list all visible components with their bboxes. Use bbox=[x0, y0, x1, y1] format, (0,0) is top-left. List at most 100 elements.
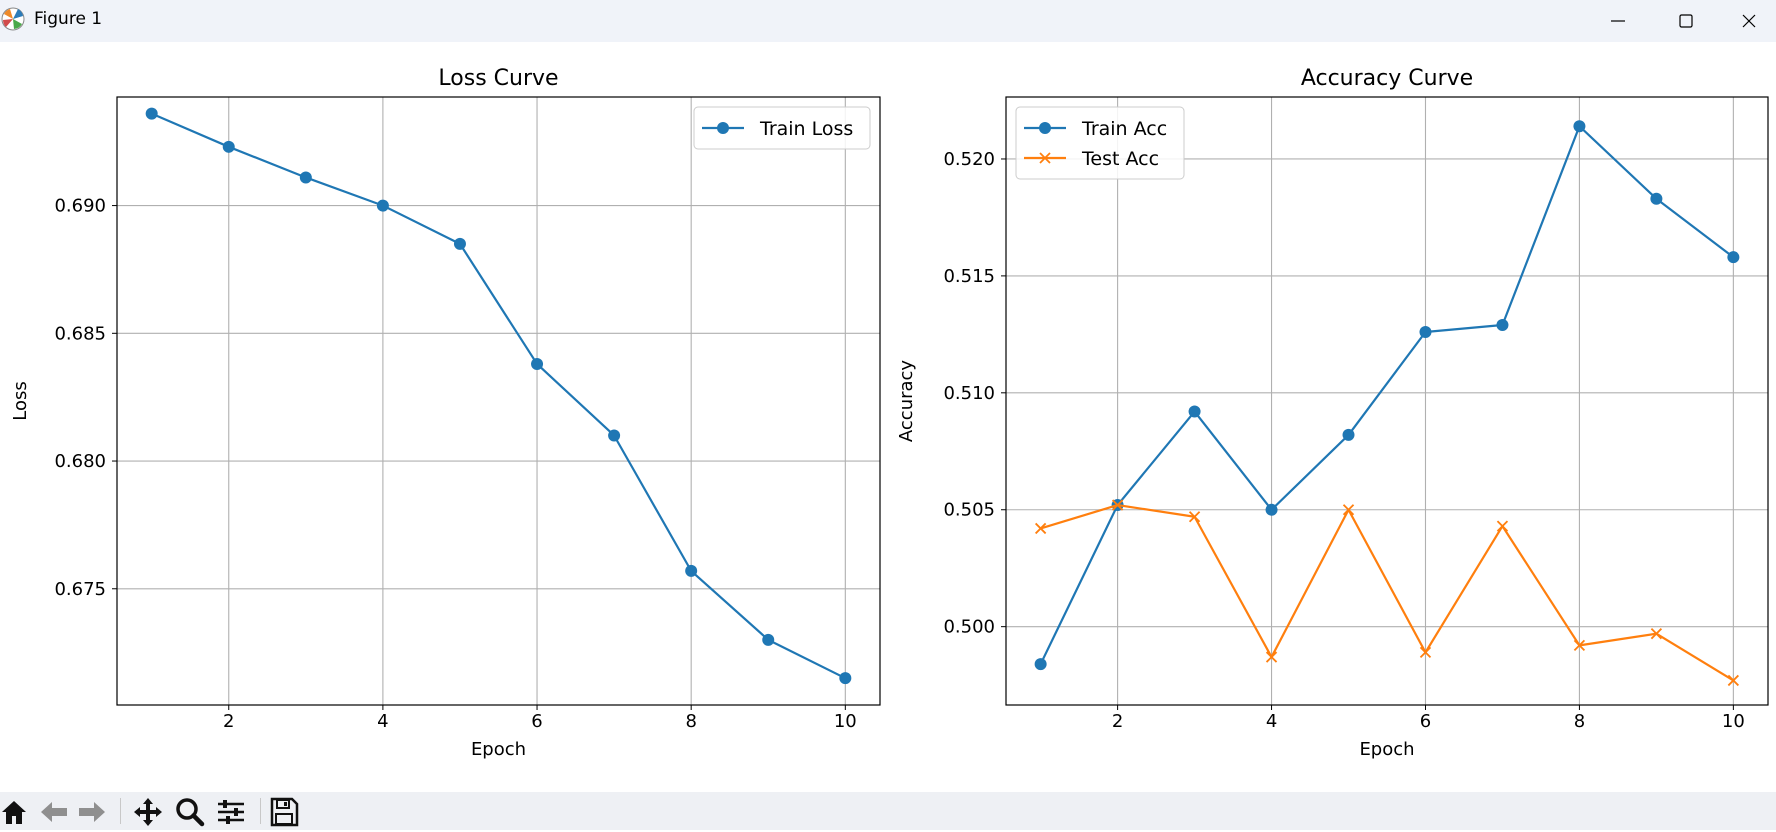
legend-label: Train Acc bbox=[1081, 118, 1167, 140]
save-disk-icon bbox=[268, 796, 300, 832]
x-tick-label: 6 bbox=[531, 711, 542, 732]
data-point-x-stroke bbox=[1188, 511, 1201, 523]
legend-box bbox=[693, 106, 871, 150]
navigation-toolbar bbox=[0, 792, 1776, 830]
configure-subplots-icon bbox=[215, 796, 247, 832]
x-axis-label: Epoch bbox=[471, 739, 526, 760]
data-point-circle bbox=[1342, 428, 1355, 441]
data-point-circle bbox=[608, 429, 621, 442]
chart-title: Loss Curve bbox=[438, 66, 558, 91]
data-point-x-stroke bbox=[1650, 628, 1663, 640]
window-titlebar: Figure 1 bbox=[0, 0, 1776, 42]
data-point-circle bbox=[1496, 319, 1509, 331]
data-point-circle bbox=[1573, 120, 1586, 133]
back-button[interactable] bbox=[37, 798, 71, 830]
home-icon bbox=[0, 797, 29, 831]
legend-label: Train Loss bbox=[759, 118, 853, 140]
matplotlib-logo-icon bbox=[0, 6, 26, 32]
y-tick-label: 0.680 bbox=[54, 451, 106, 472]
data-point-circle bbox=[839, 672, 852, 685]
legend-marker-circle bbox=[717, 122, 729, 134]
window-title: Figure 1 bbox=[34, 9, 103, 29]
legend: Train Acc Test Acc bbox=[1015, 106, 1185, 180]
data-point-x-stroke bbox=[1419, 646, 1432, 659]
y-tick-label: 0.520 bbox=[943, 149, 995, 170]
data-point-x bbox=[1342, 504, 1355, 516]
data-point-x-stroke bbox=[1265, 651, 1278, 663]
data-point-x-stroke bbox=[1034, 522, 1047, 535]
axes-frame bbox=[116, 96, 881, 706]
legend-marker-circle bbox=[1039, 122, 1051, 134]
data-point-circle bbox=[1650, 192, 1663, 205]
data-point-circle bbox=[222, 140, 235, 153]
series-line-0 bbox=[1039, 125, 1735, 665]
series-line-0 bbox=[151, 112, 846, 680]
data-point-circle bbox=[1034, 658, 1047, 671]
y-tick-label: 0.505 bbox=[943, 500, 995, 521]
data-point-x bbox=[1650, 628, 1663, 640]
y-tick-label: 0.675 bbox=[54, 579, 106, 600]
data-point-x-stroke bbox=[1573, 639, 1586, 652]
x-tick-label: 8 bbox=[1574, 711, 1585, 732]
y-tick-label: 0.500 bbox=[943, 617, 995, 638]
figure-canvas[interactable]: 2 4 6 8 10 0.675 0.680 0.685 0.690 Loss Curve Epoc… bbox=[0, 42, 1776, 792]
y-axis-label: Accuracy bbox=[896, 360, 917, 443]
y-tick-label: 0.515 bbox=[943, 266, 995, 287]
home-button[interactable] bbox=[0, 798, 31, 830]
y-axis-label: Loss bbox=[10, 381, 31, 420]
save-button[interactable] bbox=[267, 796, 301, 832]
data-point-x bbox=[1265, 651, 1278, 663]
figure-svg: 2 4 6 8 10 0.675 0.680 0.685 0.690 Loss Curve Epoc… bbox=[10, 66, 1769, 760]
data-point-x-stroke bbox=[1342, 504, 1355, 516]
x-tick-label: 4 bbox=[377, 711, 388, 732]
data-point-circle bbox=[376, 199, 389, 212]
close-button[interactable] bbox=[1722, 0, 1776, 42]
zoom-button[interactable] bbox=[173, 798, 207, 830]
data-point-x bbox=[1034, 522, 1047, 535]
toolbar-separator bbox=[260, 798, 261, 824]
x-tick-label: 4 bbox=[1266, 711, 1277, 732]
series-line-1 bbox=[1040, 503, 1734, 682]
close-icon bbox=[1741, 13, 1757, 29]
data-point-x bbox=[1111, 499, 1124, 511]
x-tick-label: 2 bbox=[1112, 711, 1123, 732]
back-arrow-icon bbox=[38, 797, 70, 831]
minimize-icon bbox=[1610, 13, 1626, 29]
data-point-circle bbox=[762, 633, 775, 646]
data-point-x bbox=[1419, 646, 1432, 659]
legend-box bbox=[1015, 106, 1185, 180]
data-point-circle bbox=[299, 171, 312, 184]
axes-frame bbox=[1005, 96, 1769, 706]
data-point-circle bbox=[685, 564, 698, 577]
data-point-circle bbox=[1265, 503, 1278, 516]
x-tick-label: 8 bbox=[685, 711, 696, 732]
legend: Train Loss bbox=[693, 106, 871, 150]
pan-move-icon bbox=[132, 796, 164, 832]
data-point-circle bbox=[453, 237, 466, 250]
x-axis-label: Epoch bbox=[1359, 739, 1414, 760]
maximize-button[interactable] bbox=[1652, 0, 1720, 42]
forward-button[interactable] bbox=[75, 798, 109, 830]
x-tick-label: 10 bbox=[834, 711, 857, 732]
y-tick-label: 0.685 bbox=[54, 323, 106, 344]
data-point-circle bbox=[1727, 251, 1740, 264]
data-point-x bbox=[1188, 511, 1201, 523]
legend-marker-x bbox=[1039, 152, 1051, 164]
x-tick-label: 10 bbox=[1722, 711, 1745, 732]
zoom-magnifier-icon bbox=[174, 796, 206, 832]
data-point-x bbox=[1727, 674, 1740, 687]
configure-subplots-button[interactable] bbox=[214, 798, 248, 830]
data-point-x-stroke bbox=[1111, 499, 1124, 511]
x-tick-label: 6 bbox=[1420, 711, 1431, 732]
pan-button[interactable] bbox=[131, 798, 165, 830]
data-point-circle bbox=[1188, 405, 1201, 418]
data-point-x-stroke bbox=[1496, 520, 1509, 532]
chart-title: Accuracy Curve bbox=[1301, 66, 1473, 91]
data-point-circle bbox=[531, 357, 544, 370]
data-point-x bbox=[1573, 639, 1586, 652]
maximize-icon bbox=[1678, 13, 1694, 29]
x-tick-label: 2 bbox=[223, 711, 234, 732]
minimize-button[interactable] bbox=[1584, 0, 1652, 42]
forward-arrow-icon bbox=[76, 797, 108, 831]
y-tick-label: 0.690 bbox=[54, 196, 106, 217]
